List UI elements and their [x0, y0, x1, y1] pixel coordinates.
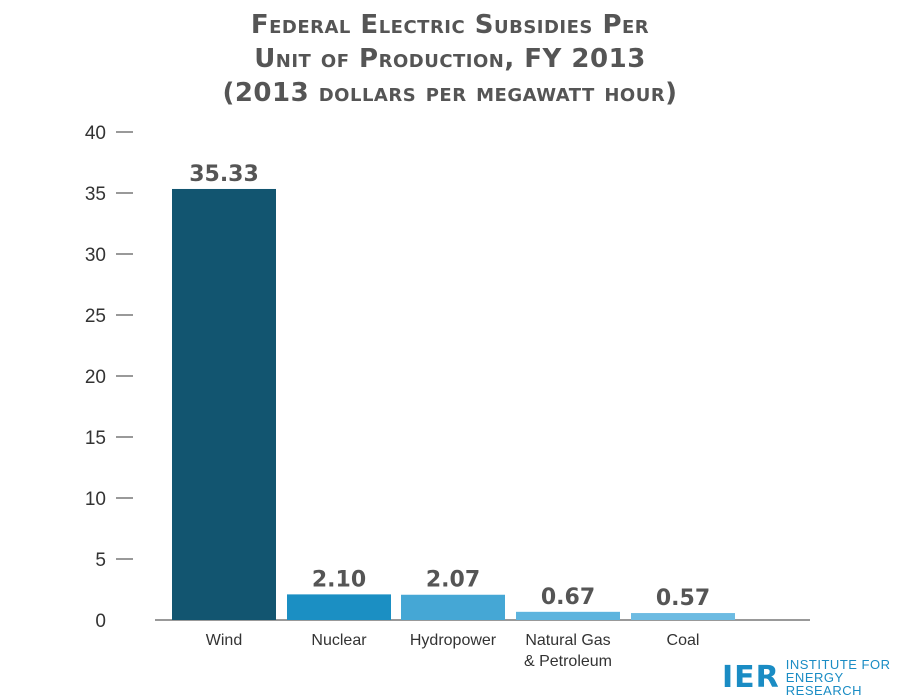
category-label-line: Hydropower — [410, 632, 497, 649]
category-label: Hydropower — [410, 632, 497, 649]
category-label-line: Natural Gas — [525, 632, 610, 649]
title-line-3: (2013 dollars per megawatt hour) — [222, 78, 678, 108]
bar-value-label: 0.57 — [656, 586, 710, 611]
category-label-line: Coal — [667, 632, 700, 649]
y-tick-label: 0 — [95, 611, 106, 632]
category-label: Natural Gas & Petroleum — [524, 632, 612, 670]
ier-logo: IER INSTITUTE FOR ENERGY RESEARCH — [722, 658, 900, 697]
bar — [631, 613, 735, 620]
category-label-line: & Petroleum — [524, 653, 612, 670]
y-tick-label: 20 — [85, 367, 106, 388]
y-tick-label: 25 — [85, 306, 106, 327]
category-label: Wind — [206, 632, 242, 649]
logo-mark: IER — [722, 659, 780, 695]
category-label-line: Wind — [206, 632, 242, 649]
bar-value-label: 35.33 — [189, 162, 259, 187]
bar — [172, 188, 276, 620]
y-tick-label: 30 — [85, 245, 106, 266]
bar-value-label: 0.67 — [541, 585, 595, 610]
title-line-2: Unit of Production, FY 2013 — [254, 44, 646, 74]
category-label-line: Nuclear — [311, 632, 367, 649]
bar — [401, 594, 505, 620]
logo-line-2: ENERGY RESEARCH — [785, 669, 863, 698]
bar-value-label: 2.10 — [312, 567, 366, 592]
category-label: Nuclear — [311, 632, 367, 649]
bar-value-label: 2.07 — [426, 568, 480, 593]
y-tick-label: 40 — [85, 123, 106, 144]
logo-text: INSTITUTE FOR ENERGY RESEARCH — [786, 658, 900, 697]
chart-title: Federal Electric Subsidies Per Unit of P… — [0, 8, 900, 110]
y-tick-label: 5 — [95, 550, 106, 571]
title-line-1: Federal Electric Subsidies Per — [250, 10, 650, 40]
y-tick-label: 15 — [85, 428, 106, 449]
y-tick-label: 35 — [85, 184, 106, 205]
y-tick-label: 10 — [85, 489, 106, 510]
logo-line-1: INSTITUTE FOR — [785, 656, 891, 672]
category-label: Coal — [667, 632, 700, 649]
bar — [287, 594, 391, 620]
bar — [516, 611, 620, 620]
